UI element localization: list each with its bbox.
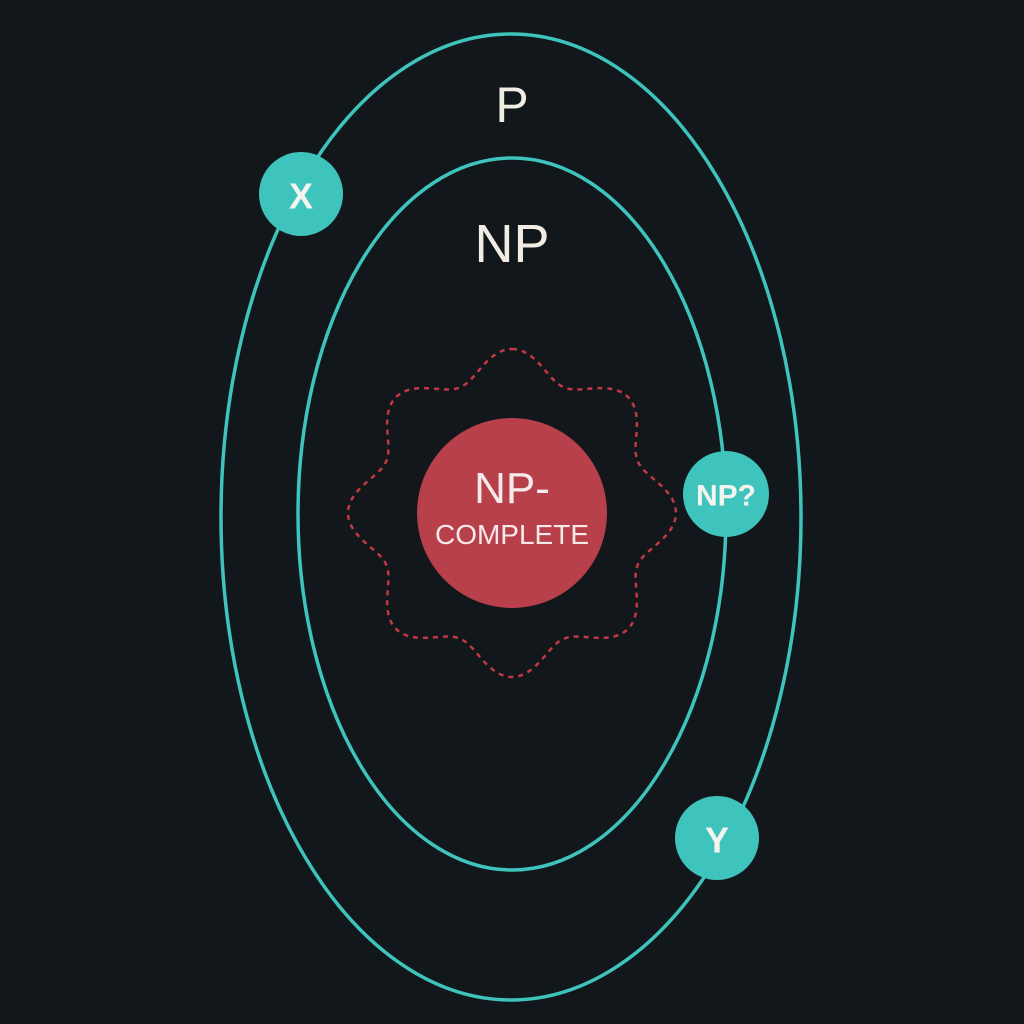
node-np-question: NP? [683,451,769,537]
outer-set-boundary [219,32,803,1002]
node-y-circle [675,796,759,880]
node-np-question-label: NP? [696,480,756,513]
np-complete-label-line1: NP- [474,464,550,513]
outer-set-label: P [495,77,528,133]
np-complete-core [417,418,607,608]
np-complete-dashed-boundary [346,347,678,679]
np-complete-label-line2: COMPLETE [435,519,589,550]
node-x: X [259,152,343,236]
node-x-label: X [289,176,313,217]
node-y: Y [675,796,759,880]
node-x-circle [259,152,343,236]
node-y-label: Y [705,820,729,861]
inner-set-label: NP [474,214,549,274]
node-np-question-circle [683,451,769,537]
